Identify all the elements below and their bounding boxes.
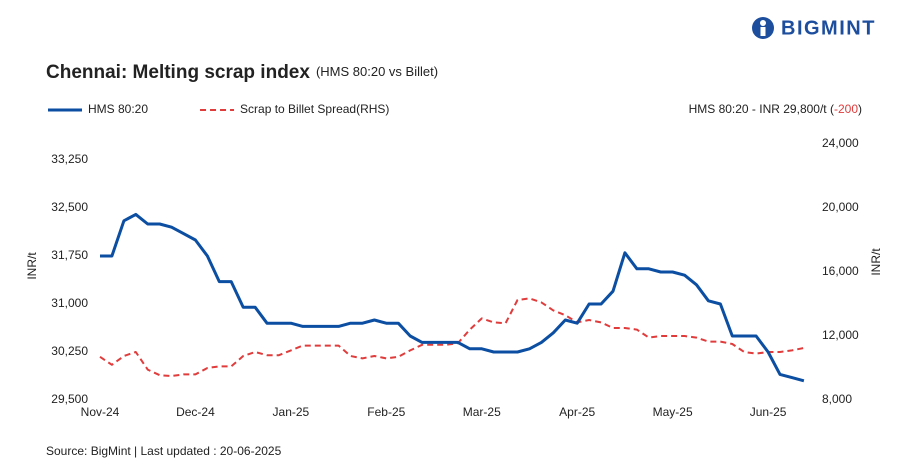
x-tick-label: Dec-24 [176,405,215,419]
x-tick-label: Apr-25 [559,405,595,419]
y-tick-label: 30,250 [51,344,88,358]
brand: BIGMINT [781,17,876,39]
x-tick-label: May-25 [653,405,693,419]
x-tick-label: Jun-25 [750,405,787,419]
logo-icon-dot [760,20,766,26]
y2-tick-label: 24,000 [822,136,859,150]
annotation: HMS 80:20 - INR 29,800/t (-200) [689,102,862,116]
x-tick-label: Jan-25 [273,405,310,419]
y2-tick-label: 8,000 [822,392,852,406]
y2-tick-label: 16,000 [822,264,859,278]
y2-tick-label: 20,000 [822,200,859,214]
legend-label: HMS 80:20 [88,102,148,116]
title: Chennai: Melting scrap index [46,62,310,83]
chart-title: Chennai: Melting scrap index (HMS 80:20 v… [46,62,438,83]
x-tick-label: Feb-25 [367,405,405,419]
y-tick-label: 33,250 [51,152,88,166]
source: Source: BigMint | Last updated : 20-06-2… [46,444,282,458]
y-tick-label: 32,500 [51,200,88,214]
subtitle: (HMS 80:20 vs Billet) [316,64,438,79]
series-line [100,212,805,383]
y-tick-label: 31,750 [51,248,88,262]
annotation-change: -200 [834,102,858,116]
x-tick-label: Mar-25 [463,405,501,419]
annotation-suffix: ) [858,102,862,116]
logo-icon-bar [760,27,766,36]
x-tick-label: Nov-24 [81,405,120,419]
series-line [99,297,805,377]
legend-label: Scrap to Billet Spread(RHS) [240,102,389,116]
y-tick-label: 31,000 [51,296,88,310]
annotation-prefix: HMS 80:20 - INR 29,800/t ( [689,102,834,116]
y2-tick-label: 12,000 [822,328,859,342]
y-tick-label: 29,500 [51,392,88,406]
y-axis-label: INR/t [25,252,39,280]
y2-axis-label: INR/t [869,248,883,276]
logo: BIGMINT [752,17,876,39]
